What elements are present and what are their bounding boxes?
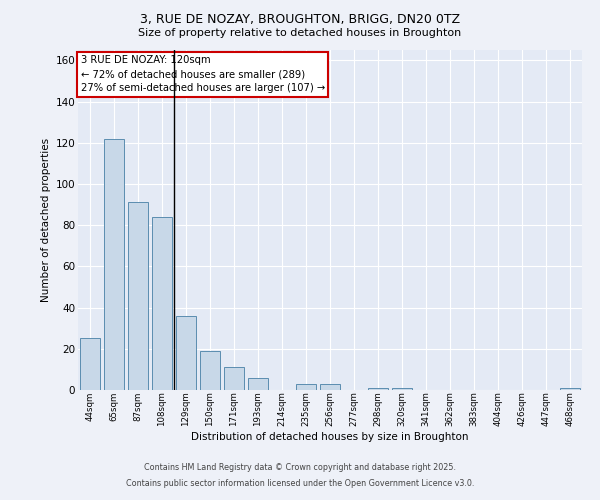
Text: Size of property relative to detached houses in Broughton: Size of property relative to detached ho… [139, 28, 461, 38]
Bar [80, 338, 100, 390]
Bar [152, 217, 172, 390]
Bar [368, 388, 388, 390]
Bar [128, 202, 148, 390]
Bar [104, 138, 124, 390]
Bar [224, 368, 244, 390]
Text: Distribution of detached houses by size in Broughton: Distribution of detached houses by size … [191, 432, 469, 442]
Bar [248, 378, 268, 390]
Bar [176, 316, 196, 390]
Text: 3, RUE DE NOZAY, BROUGHTON, BRIGG, DN20 0TZ: 3, RUE DE NOZAY, BROUGHTON, BRIGG, DN20 … [140, 12, 460, 26]
Text: Contains HM Land Registry data © Crown copyright and database right 2025.: Contains HM Land Registry data © Crown c… [144, 464, 456, 472]
Bar [560, 388, 580, 390]
Bar [296, 384, 316, 390]
Bar [200, 351, 220, 390]
Text: Contains public sector information licensed under the Open Government Licence v3: Contains public sector information licen… [126, 478, 474, 488]
Bar [392, 388, 412, 390]
Y-axis label: Number of detached properties: Number of detached properties [41, 138, 52, 302]
Bar [320, 384, 340, 390]
Text: 3 RUE DE NOZAY: 120sqm
← 72% of detached houses are smaller (289)
27% of semi-de: 3 RUE DE NOZAY: 120sqm ← 72% of detached… [80, 55, 325, 93]
